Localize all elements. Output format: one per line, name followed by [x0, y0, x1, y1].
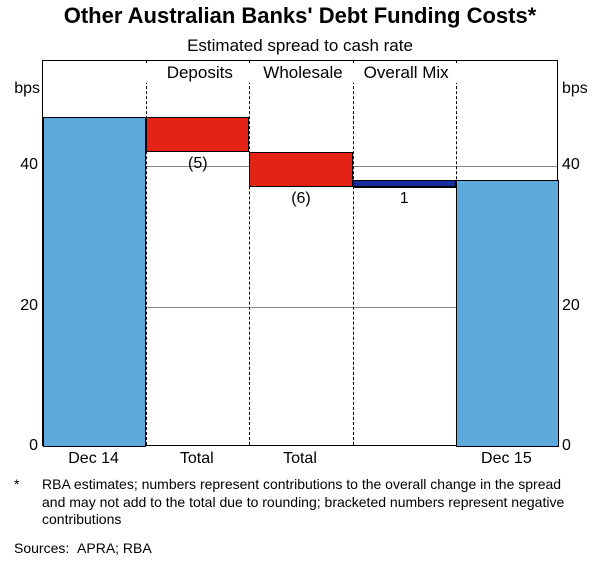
bar — [43, 117, 146, 447]
y-tick-right-0: 0 — [562, 437, 592, 455]
y-axis-units-left: bps — [10, 80, 40, 98]
column-divider — [353, 61, 354, 445]
column-label: Overall Mix — [353, 63, 460, 83]
x-tick-1: Total — [145, 450, 248, 468]
connector-line — [249, 152, 352, 153]
bar — [249, 152, 352, 187]
chart-title: Other Australian Banks' Debt Funding Cos… — [0, 3, 600, 29]
x-tick-4: Dec 15 — [455, 450, 558, 468]
sources-text: APRA; RBA — [77, 540, 152, 556]
bar-value-label: 1 — [353, 190, 456, 208]
bar-value-label: (5) — [146, 155, 249, 173]
y-axis-units-right: bps — [562, 80, 588, 98]
plot-area: DepositsWholesaleOverall Mix (5)(6)1 — [42, 60, 558, 446]
y-tick-right-1: 20 — [562, 297, 592, 315]
y-tick-right-2: 40 — [562, 156, 592, 174]
y-tick-left-2: 40 — [8, 156, 38, 174]
sources: Sources: APRA; RBA — [14, 540, 152, 556]
bar-value-label: (6) — [249, 190, 352, 208]
x-tick-2: Total — [248, 450, 351, 468]
x-tick-0: Dec 14 — [42, 450, 145, 468]
column-label: Wholesale — [249, 63, 356, 83]
bar — [456, 180, 559, 447]
connector-line — [353, 187, 456, 188]
chart-subtitle: Estimated spread to cash rate — [0, 36, 600, 56]
sources-label: Sources: — [14, 540, 69, 556]
connector-line — [146, 117, 249, 118]
y-tick-left-1: 20 — [8, 297, 38, 315]
y-tick-left-0: 0 — [8, 437, 38, 455]
bar — [146, 117, 249, 152]
connector-line — [353, 180, 559, 181]
chart-container: Other Australian Banks' Debt Funding Cos… — [0, 0, 600, 567]
column-divider — [249, 61, 250, 445]
bar — [353, 180, 456, 187]
footnote-text: RBA estimates; numbers represent contrib… — [42, 476, 582, 529]
footnote-marker: * — [14, 476, 42, 494]
footnote: *RBA estimates; numbers represent contri… — [14, 476, 586, 529]
column-label: Deposits — [146, 63, 253, 83]
